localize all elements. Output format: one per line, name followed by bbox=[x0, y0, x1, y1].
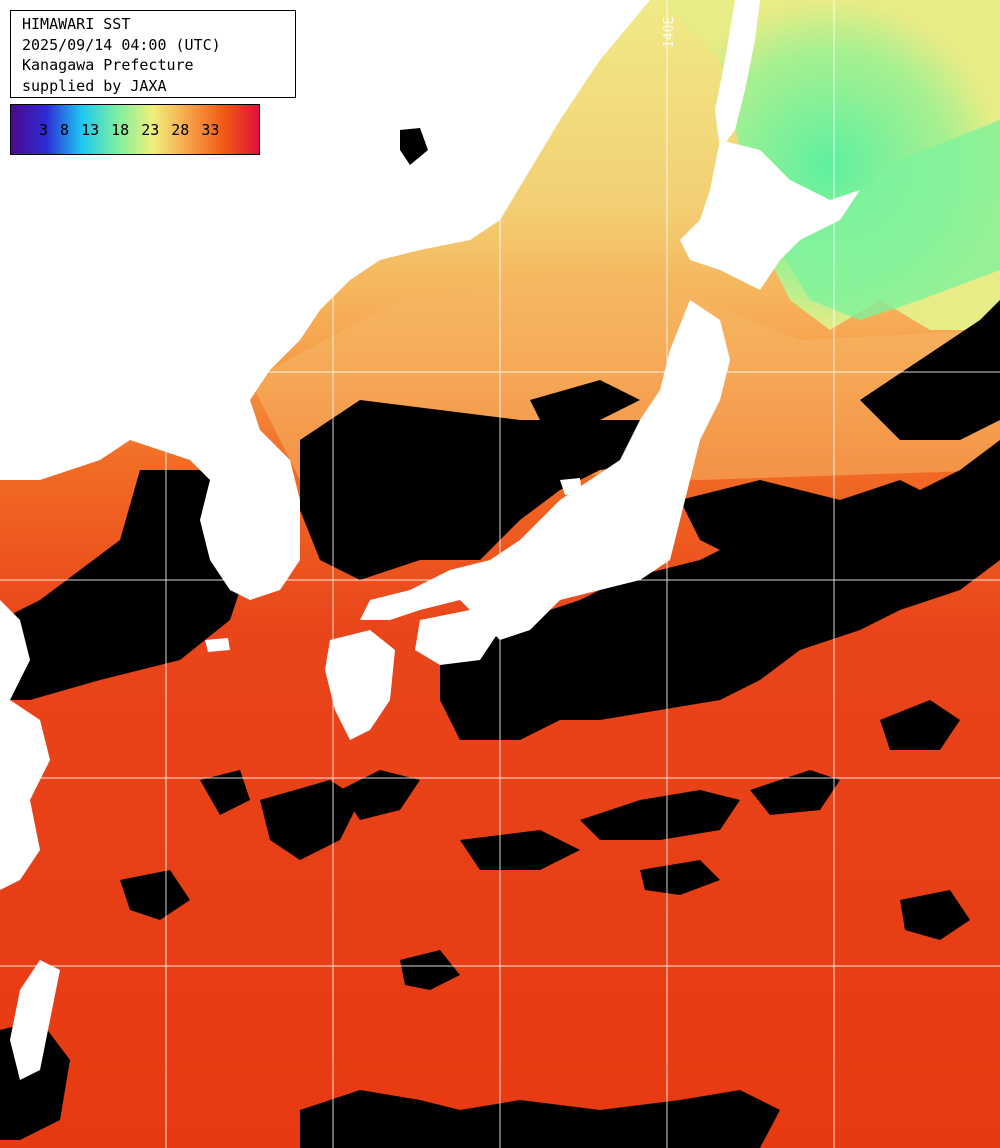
title-line-3: Kanagawa Prefecture bbox=[22, 56, 194, 74]
legend-tick: 33 bbox=[201, 120, 220, 139]
legend-tick: 28 bbox=[171, 120, 190, 139]
kyushu bbox=[325, 630, 395, 740]
hokkaido bbox=[680, 140, 860, 290]
legend-tick: 3 bbox=[39, 120, 49, 139]
sakhalin bbox=[715, 0, 760, 150]
lon-label-140e: 140E bbox=[662, 16, 677, 48]
title-box: HIMAWARI SST 2025/09/14 04:00 (UTC) Kana… bbox=[10, 10, 296, 98]
lat-label-30n: 30N bbox=[14, 760, 38, 775]
dark-island bbox=[400, 128, 428, 165]
title-line-2: 2025/09/14 04:00 (UTC) bbox=[22, 35, 221, 54]
shikoku bbox=[415, 610, 500, 665]
legend-tick: 18 bbox=[111, 120, 130, 139]
china-coast bbox=[0, 600, 50, 890]
legend-tick: 8 bbox=[60, 120, 70, 139]
taiwan bbox=[10, 960, 60, 1080]
jeju-island bbox=[205, 638, 230, 652]
legend-tick: 13 bbox=[81, 120, 100, 139]
cold-water-region-2 bbox=[780, 120, 1000, 320]
lat-label-40n: 40N bbox=[14, 352, 38, 367]
sado-island bbox=[560, 478, 582, 495]
honshu bbox=[360, 300, 730, 640]
legend-tick: 23 bbox=[141, 120, 160, 139]
title-line-4: supplied by JAXA bbox=[22, 76, 167, 95]
temperature-legend: 3 8 13 18 23 28 33 bbox=[10, 104, 260, 155]
cloud-mask bbox=[0, 300, 1000, 1148]
title-line-1: HIMAWARI SST bbox=[22, 15, 131, 33]
